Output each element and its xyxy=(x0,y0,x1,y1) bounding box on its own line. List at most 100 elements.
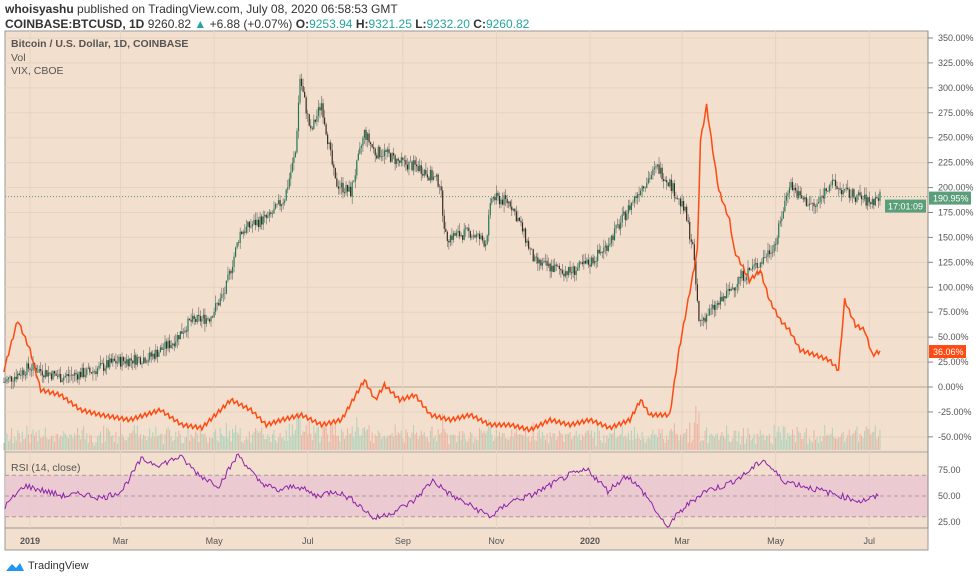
volume-bar xyxy=(390,435,392,450)
volume-bar xyxy=(816,437,818,450)
candle-body xyxy=(406,164,409,170)
volume-bar xyxy=(133,424,135,450)
volume-bar xyxy=(440,432,442,450)
volume-bar xyxy=(739,444,741,450)
chart[interactable]: 350.00% 325.00% 300.00% 275.00% 250.00% 225.0… xyxy=(0,0,980,555)
volume-bar xyxy=(517,434,519,450)
volume-bar xyxy=(26,425,28,450)
candle-body xyxy=(577,267,579,271)
volume-bar xyxy=(239,428,241,450)
y-tick-label: 150.00% xyxy=(938,232,974,242)
volume-bar xyxy=(285,430,287,450)
candle-body xyxy=(617,224,619,225)
candle-body xyxy=(287,187,289,190)
candle-body xyxy=(242,231,244,234)
volume-bar xyxy=(442,413,444,450)
candle-body xyxy=(491,198,493,204)
candle-body xyxy=(620,222,622,229)
candle-body xyxy=(500,199,502,205)
volume-bar xyxy=(796,426,798,450)
candle-body xyxy=(814,206,817,207)
volume-bar xyxy=(437,429,439,450)
volume-bar xyxy=(319,442,321,450)
volume-bar xyxy=(130,433,132,450)
candle-body xyxy=(346,184,349,192)
volume-bar xyxy=(798,431,800,450)
candle-body xyxy=(386,149,389,152)
candle-body xyxy=(644,187,646,189)
candle-body xyxy=(649,178,651,180)
author[interactable]: whoisyashu xyxy=(5,2,74,16)
volume-bar xyxy=(538,430,540,450)
volume-bar xyxy=(67,438,69,450)
rsi-band xyxy=(5,475,928,517)
candle-body xyxy=(643,186,645,189)
candle-body xyxy=(727,289,729,291)
volume-bar xyxy=(176,437,178,450)
volume-bar xyxy=(449,434,451,450)
candle-body xyxy=(647,178,649,184)
volume-bar xyxy=(825,435,827,450)
volume-bar xyxy=(584,432,586,450)
volume-bar xyxy=(790,434,792,450)
volume-bar xyxy=(52,436,54,450)
volume-bar xyxy=(409,438,411,450)
volume-bar xyxy=(291,424,293,450)
candle-body xyxy=(604,245,606,248)
rsi-tick-label: 50.00 xyxy=(938,491,961,501)
volume-bar xyxy=(327,434,329,450)
volume-bar xyxy=(756,433,758,450)
volume-bar xyxy=(587,430,589,450)
volume-bar xyxy=(83,426,85,450)
candle-body xyxy=(848,189,850,198)
candle-body xyxy=(126,359,128,364)
volume-bar xyxy=(842,431,844,450)
candle-body xyxy=(124,361,126,364)
volume-bar xyxy=(621,425,623,450)
candle-body xyxy=(26,363,28,376)
volume-bar xyxy=(136,425,138,450)
volume-bar xyxy=(192,436,194,450)
volume-bar xyxy=(546,433,548,450)
tradingview-logo[interactable]: TradingView xyxy=(5,560,89,572)
candle-body xyxy=(776,237,778,245)
vix-last-label: 36.06% xyxy=(933,347,964,357)
candle-body xyxy=(497,192,499,196)
x-tick-label: 2019 xyxy=(20,536,40,546)
candle-body xyxy=(570,272,573,274)
volume-bar xyxy=(383,435,385,450)
volume-bar xyxy=(672,431,674,450)
volume-bar xyxy=(822,436,824,450)
candle-body xyxy=(870,202,872,205)
candle-body xyxy=(494,196,496,201)
candle-body xyxy=(109,358,111,368)
volume-bar xyxy=(652,429,654,450)
y-tick-label: 275.00% xyxy=(938,108,974,118)
candle-body xyxy=(684,206,686,211)
volume-bar xyxy=(715,434,717,450)
candle-body xyxy=(38,369,40,373)
legend-vol[interactable]: Vol xyxy=(11,52,26,64)
volume-bar xyxy=(359,436,361,450)
volume-bar xyxy=(101,443,103,450)
candle-body xyxy=(822,195,824,199)
volume-bar xyxy=(687,442,689,450)
legend-vix[interactable]: VIX, CBOE xyxy=(11,65,64,77)
legend-rsi[interactable]: RSI (14, close) xyxy=(11,462,81,474)
y-tick-label: 25.00% xyxy=(938,357,969,367)
candle-body xyxy=(30,369,33,371)
candle-body xyxy=(221,294,223,299)
candle-body xyxy=(360,145,362,148)
volume-bar xyxy=(607,438,609,450)
volume-bar xyxy=(830,434,832,450)
volume-bar xyxy=(779,432,781,450)
candle-body xyxy=(276,203,278,205)
candle-body xyxy=(356,160,358,176)
volume-bar xyxy=(434,435,436,450)
candle-body xyxy=(790,182,792,188)
volume-bar xyxy=(683,433,685,450)
price-change: +6.88 (+0.07%) xyxy=(209,17,293,31)
candle-body xyxy=(799,191,801,196)
volume-bar xyxy=(502,433,504,450)
legend-main[interactable]: Bitcoin / U.S. Dollar, 1D, COINBASE xyxy=(11,38,189,50)
